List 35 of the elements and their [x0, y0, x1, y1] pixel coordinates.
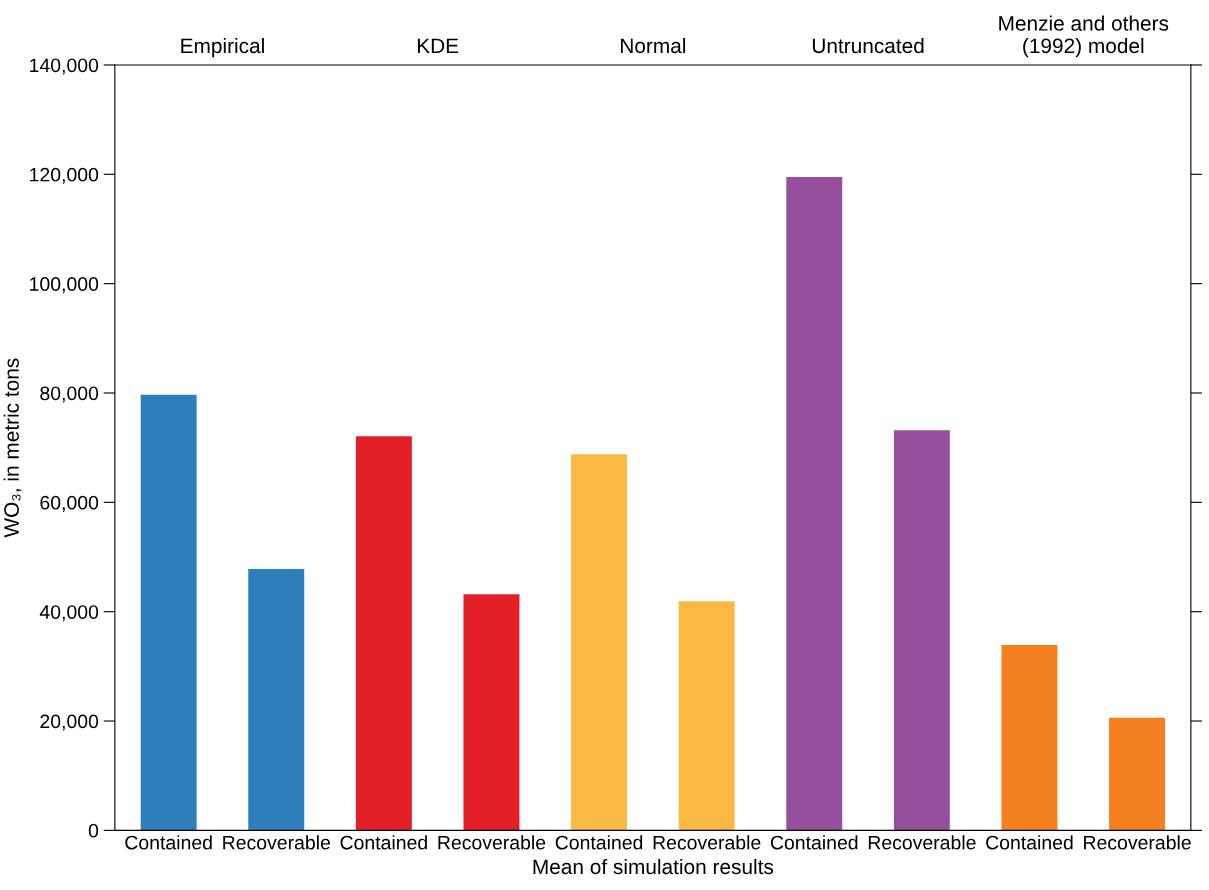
text: KDE [417, 38, 459, 53]
y-tick-label: 0 [88, 823, 99, 838]
y-tick-label: 20,000 [40, 714, 99, 731]
y-tick-label: 140,000 [30, 58, 99, 75]
y-tick-label: 80,000 [40, 386, 99, 403]
x-axis-title: Mean of simulation results [533, 858, 774, 875]
bar [355, 436, 412, 831]
y-axis-title: WO₃, in metric tons [3, 358, 22, 538]
text: Normal [621, 37, 686, 54]
x-tick-label: Contained [555, 835, 643, 850]
x-tick-label: Contained [340, 835, 427, 850]
text: Empirical [181, 37, 264, 58]
y-tick-label: 40,000 [39, 605, 99, 622]
x-tick-label: Recoverable [223, 835, 330, 850]
bar [140, 394, 197, 831]
x-tick-label: Contained [125, 835, 212, 850]
bar [893, 430, 950, 831]
x-tick-label: Recoverable [1084, 835, 1191, 850]
x-tick-label: Recoverable [868, 835, 976, 850]
bar [1109, 717, 1166, 831]
bar [248, 569, 305, 831]
x-tick-label: Recoverable [438, 835, 546, 850]
bar [571, 454, 628, 831]
x-tick-label: Contained [770, 835, 858, 850]
text: Menzie and others (1992) model [999, 15, 1169, 58]
bar [1001, 645, 1058, 831]
bar [786, 177, 843, 831]
y-tick-label: 100,000 [30, 277, 99, 294]
x-tick-label: Recoverable [653, 835, 761, 850]
bar [463, 594, 520, 831]
bar [678, 601, 735, 831]
x-tick-label: Contained [986, 835, 1073, 850]
y-tick-label: 60,000 [40, 495, 99, 512]
y-tick-label: 120,000 [30, 167, 99, 184]
text: Untruncated [812, 37, 924, 54]
